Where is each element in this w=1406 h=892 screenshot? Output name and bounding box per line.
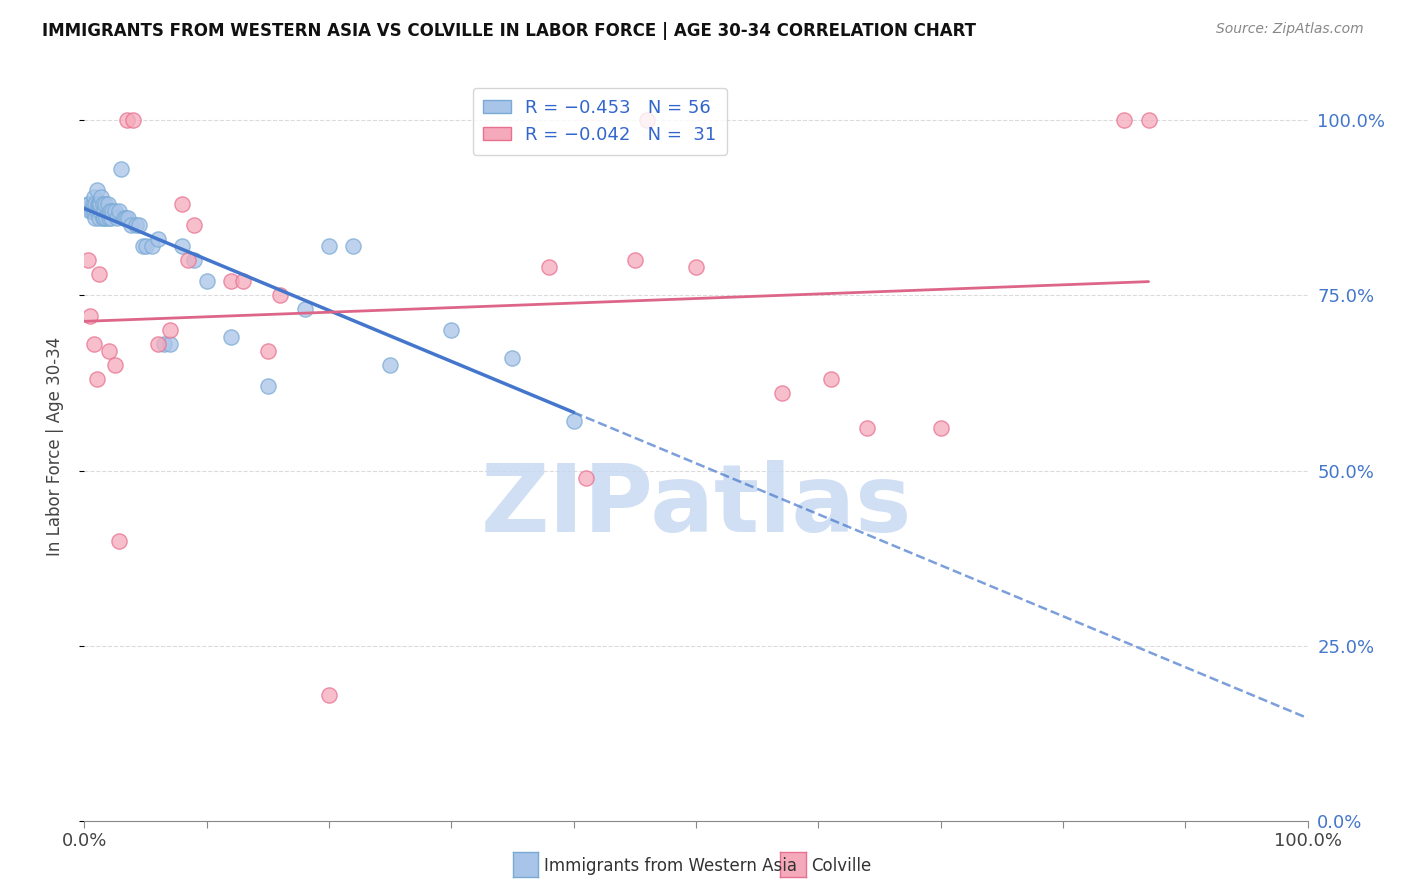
Point bbox=[294, 302, 316, 317]
Point bbox=[79, 204, 101, 219]
Point bbox=[117, 211, 139, 226]
Point bbox=[146, 232, 169, 246]
Point bbox=[141, 239, 163, 253]
Point bbox=[96, 211, 118, 226]
Point bbox=[98, 204, 121, 219]
Point bbox=[146, 337, 169, 351]
Text: Source: ZipAtlas.com: Source: ZipAtlas.com bbox=[1216, 22, 1364, 37]
Point bbox=[91, 211, 114, 226]
Y-axis label: In Labor Force | Age 30-34: In Labor Force | Age 30-34 bbox=[45, 336, 63, 556]
Point bbox=[183, 219, 205, 233]
Point bbox=[97, 344, 120, 359]
Point bbox=[100, 211, 122, 226]
Point bbox=[87, 268, 110, 282]
Point bbox=[820, 372, 842, 386]
Point bbox=[135, 239, 157, 253]
Point bbox=[97, 211, 120, 226]
Point bbox=[90, 190, 112, 204]
Point bbox=[125, 219, 148, 233]
Point bbox=[107, 533, 129, 548]
Point bbox=[1114, 113, 1136, 128]
Point bbox=[83, 190, 105, 204]
Point bbox=[89, 204, 111, 219]
Point bbox=[87, 197, 110, 211]
Point bbox=[115, 211, 138, 226]
Point bbox=[318, 239, 340, 253]
Point bbox=[112, 211, 135, 226]
Point bbox=[636, 113, 658, 128]
Point bbox=[93, 211, 115, 226]
Point bbox=[91, 197, 114, 211]
Point bbox=[77, 253, 100, 268]
Point bbox=[685, 260, 707, 275]
Point bbox=[84, 211, 107, 226]
Point bbox=[232, 275, 254, 289]
Point bbox=[122, 113, 145, 128]
Point bbox=[624, 253, 647, 268]
Point bbox=[538, 260, 561, 275]
Point bbox=[575, 470, 598, 484]
Point bbox=[502, 351, 524, 366]
Text: Immigrants from Western Asia: Immigrants from Western Asia bbox=[544, 857, 797, 875]
Point bbox=[86, 204, 108, 219]
Point bbox=[159, 323, 181, 337]
Point bbox=[770, 386, 793, 401]
Point bbox=[97, 197, 120, 211]
Point bbox=[83, 337, 105, 351]
Point bbox=[380, 359, 402, 373]
Point bbox=[120, 219, 142, 233]
Point bbox=[159, 337, 181, 351]
Point bbox=[257, 344, 280, 359]
Point bbox=[93, 204, 115, 219]
Point bbox=[84, 197, 107, 211]
Point bbox=[86, 183, 108, 197]
Legend: R = −0.453   N = 56, R = −0.042   N =  31: R = −0.453 N = 56, R = −0.042 N = 31 bbox=[472, 88, 727, 154]
Point bbox=[1137, 113, 1160, 128]
Point bbox=[257, 379, 280, 393]
Point bbox=[101, 204, 124, 219]
Point bbox=[94, 197, 117, 211]
Text: Colville: Colville bbox=[811, 857, 872, 875]
Point bbox=[562, 415, 585, 429]
Point bbox=[79, 310, 101, 324]
Point bbox=[318, 688, 340, 702]
Point bbox=[80, 204, 103, 219]
Point bbox=[115, 113, 138, 128]
Text: ZIPatlas: ZIPatlas bbox=[481, 460, 911, 552]
Point bbox=[172, 239, 194, 253]
Point bbox=[86, 372, 108, 386]
Point bbox=[183, 253, 205, 268]
Point bbox=[172, 197, 194, 211]
Point bbox=[195, 275, 218, 289]
Point bbox=[104, 359, 127, 373]
Point bbox=[77, 197, 100, 211]
Point bbox=[856, 421, 879, 435]
Text: IMMIGRANTS FROM WESTERN ASIA VS COLVILLE IN LABOR FORCE | AGE 30-34 CORRELATION : IMMIGRANTS FROM WESTERN ASIA VS COLVILLE… bbox=[42, 22, 976, 40]
Point bbox=[87, 197, 110, 211]
Point bbox=[87, 211, 110, 226]
Point bbox=[219, 275, 242, 289]
Point bbox=[269, 288, 291, 302]
Point bbox=[128, 219, 150, 233]
Point bbox=[219, 330, 242, 344]
Point bbox=[132, 239, 155, 253]
Point bbox=[104, 204, 127, 219]
Point bbox=[83, 204, 105, 219]
Point bbox=[105, 211, 128, 226]
Point bbox=[929, 421, 952, 435]
Point bbox=[440, 323, 463, 337]
Point bbox=[82, 197, 104, 211]
Point bbox=[89, 197, 111, 211]
Point bbox=[342, 239, 364, 253]
Point bbox=[177, 253, 200, 268]
Point bbox=[153, 337, 176, 351]
Point bbox=[77, 197, 100, 211]
Point bbox=[110, 162, 132, 177]
Point bbox=[107, 204, 129, 219]
